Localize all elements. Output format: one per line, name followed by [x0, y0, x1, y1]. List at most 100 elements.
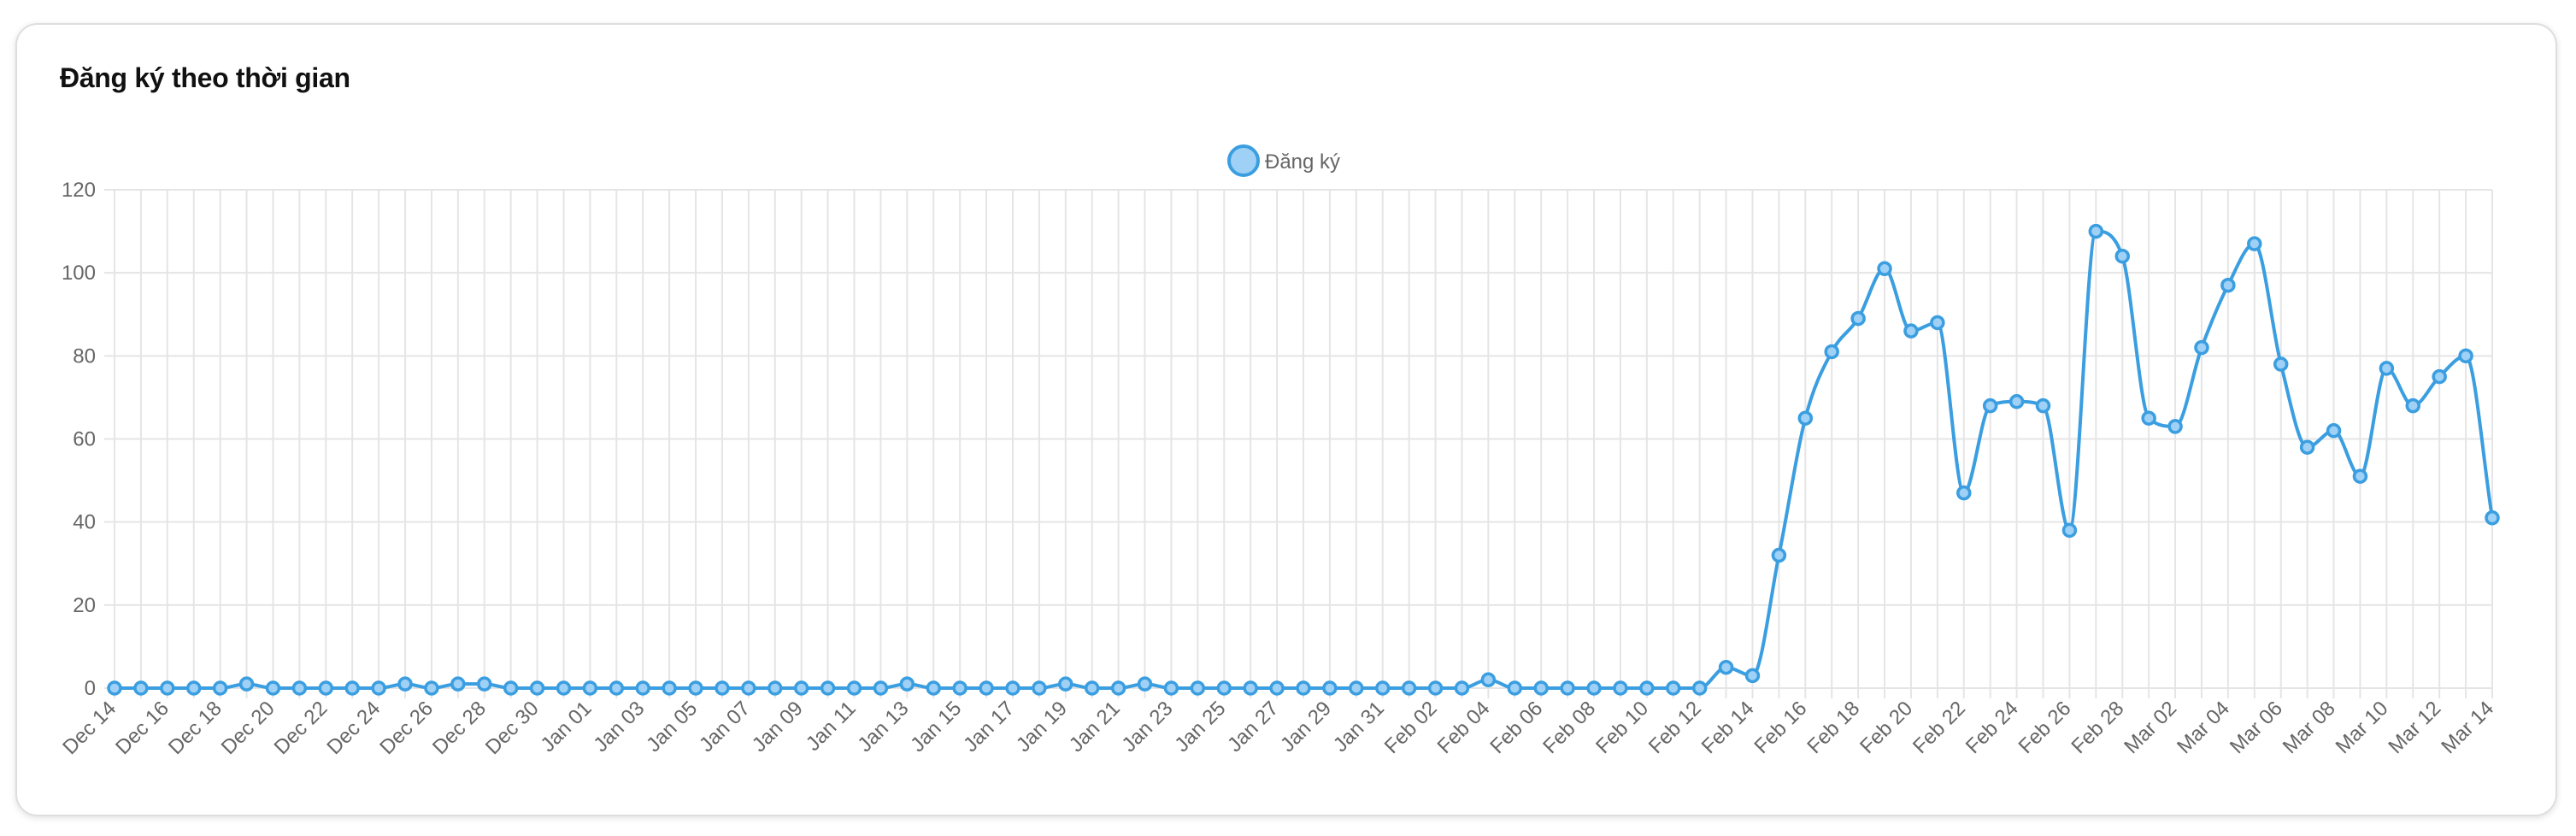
data-point [2114, 248, 2130, 264]
data-point [635, 680, 650, 696]
data-point [1032, 680, 1047, 696]
data-point [529, 680, 545, 696]
x-tick-label: Feb 06 [1485, 697, 1547, 758]
data-point [1322, 680, 1338, 696]
data-point [2194, 339, 2209, 356]
data-point [715, 680, 730, 696]
data-point [1691, 680, 1708, 696]
data-point [1349, 680, 1364, 696]
data-point [1269, 680, 1285, 696]
data-point [424, 680, 439, 696]
data-point [662, 680, 677, 696]
x-tick-label: Dec 30 [481, 697, 544, 759]
data-point [1560, 680, 1575, 696]
data-point [1586, 680, 1602, 696]
data-point [2485, 510, 2500, 526]
x-tick-label: Jan 19 [1012, 697, 1072, 757]
data-point [688, 680, 703, 696]
data-point [1163, 680, 1179, 696]
data-point [979, 680, 994, 696]
x-tick-label: Jan 17 [959, 697, 1019, 757]
data-point [1903, 323, 1919, 339]
x-tick-label: Jan 03 [589, 697, 649, 757]
data-point [1850, 310, 1866, 327]
data-point [503, 680, 519, 696]
x-tick-label: Feb 12 [1644, 697, 1706, 758]
x-tick-label: Jan 31 [1329, 697, 1389, 757]
data-point [2273, 356, 2289, 372]
data-point [160, 680, 175, 696]
data-point [265, 680, 281, 696]
x-tick-label: Dec 18 [164, 697, 226, 759]
x-tick-label: Dec 24 [322, 697, 385, 759]
x-tick-label: Feb 24 [1961, 697, 2023, 758]
data-point [2458, 348, 2473, 364]
x-tick-label: Jan 21 [1065, 697, 1125, 757]
x-tick-label: Feb 20 [1856, 697, 1917, 758]
x-tick-label: Jan 01 [537, 697, 597, 757]
data-point [1058, 676, 1073, 692]
x-tick-label: Jan 23 [1118, 697, 1178, 757]
data-point [1401, 680, 1417, 696]
data-point [212, 680, 228, 696]
x-tick-label: Jan 07 [695, 697, 755, 757]
x-tick-label: Dec 16 [111, 697, 173, 759]
y-tick-label: 0 [85, 677, 96, 700]
data-point [2379, 361, 2395, 376]
data-point [2299, 439, 2315, 455]
data-point [2352, 468, 2368, 484]
data-point [741, 680, 756, 696]
x-tick-label: Feb 08 [1538, 697, 1600, 758]
data-point [2247, 236, 2262, 251]
data-point [1480, 672, 1497, 688]
data-point [291, 680, 308, 696]
data-point [1982, 397, 1998, 414]
chart-card: Đăng ký theo thời gian [15, 23, 2557, 816]
legend-marker [1227, 144, 1260, 177]
data-point [1190, 680, 1206, 696]
data-point [2432, 368, 2447, 385]
x-tick-label: Mar 02 [2120, 697, 2181, 758]
data-point [582, 680, 598, 696]
data-point [1771, 547, 1787, 563]
data-point [926, 680, 941, 696]
data-point [793, 680, 809, 696]
data-point [1216, 680, 1232, 696]
data-point [1507, 680, 1523, 696]
x-tick-label: Mar 04 [2173, 697, 2234, 758]
x-tick-label: Feb 04 [1433, 697, 1495, 758]
x-tick-label: Feb 28 [2067, 697, 2128, 758]
data-point [1666, 680, 1681, 696]
y-tick-label: 60 [73, 428, 96, 451]
y-tick-label: 80 [73, 344, 96, 368]
data-point [820, 680, 836, 696]
x-tick-label: Dec 22 [270, 697, 332, 759]
x-tick-label: Jan 15 [906, 697, 966, 757]
y-tick-label: 120 [62, 179, 96, 202]
x-tick-label: Mar 08 [2279, 697, 2340, 758]
data-point [2088, 223, 2104, 239]
x-tick-label: Dec 26 [375, 697, 438, 759]
data-point [133, 680, 149, 696]
data-point [1956, 485, 1972, 501]
card-title: Đăng ký theo thời gian [60, 62, 350, 93]
data-point [1797, 410, 1814, 426]
data-point [1243, 680, 1258, 696]
data-point [846, 680, 862, 696]
x-tick-label: Dec 20 [217, 697, 279, 759]
data-point [397, 676, 413, 692]
x-tick-label: Feb 16 [1750, 697, 1812, 758]
data-point [952, 680, 967, 696]
x-tick-label: Mar 12 [2384, 697, 2445, 758]
x-tick-label: Jan 25 [1170, 697, 1230, 757]
x-tick-label: Jan 11 [802, 697, 861, 756]
data-point [1110, 680, 1126, 696]
data-point [2167, 419, 2183, 434]
data-point [450, 676, 466, 692]
x-tick-label: Jan 29 [1276, 697, 1336, 757]
y-tick-label: 40 [73, 511, 96, 534]
x-tick-label: Mar 10 [2332, 697, 2393, 758]
data-point [1744, 668, 1761, 684]
data-point [1296, 680, 1311, 696]
x-tick-label: Feb 18 [1803, 697, 1864, 758]
